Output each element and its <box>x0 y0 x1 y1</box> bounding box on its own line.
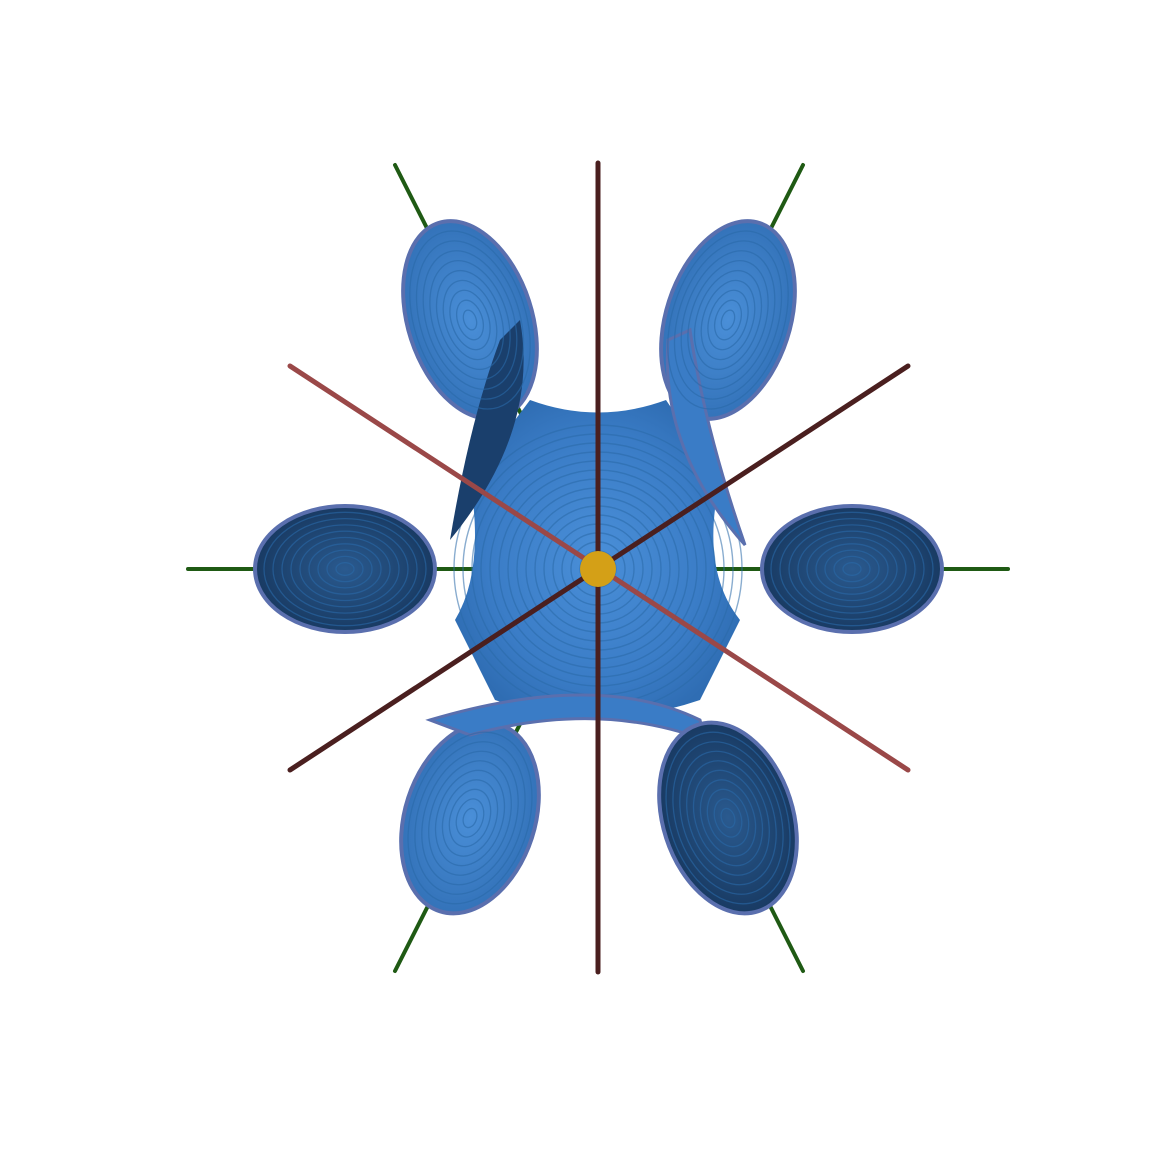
lobe-ring <box>281 524 409 614</box>
lobe-ring <box>842 562 862 576</box>
lobe-ring <box>449 289 491 351</box>
lobe-ring <box>272 517 418 621</box>
lobe-ring <box>263 511 427 627</box>
lobe-ring <box>414 741 526 895</box>
lobe-ring <box>720 309 736 331</box>
lobe-ring <box>706 788 750 848</box>
lobe-ring <box>692 769 764 867</box>
lobe-ring <box>442 279 498 361</box>
center-marker <box>580 551 616 587</box>
lobe-ring <box>687 260 769 380</box>
lobe-ring <box>441 779 499 857</box>
lobe-ring <box>699 779 757 857</box>
lobe-ring <box>335 562 355 576</box>
lobe-ring <box>680 250 776 390</box>
surface-lobes <box>253 219 944 916</box>
lobe-ring <box>788 524 916 614</box>
lobe-ring <box>317 549 373 589</box>
lobe-ring <box>455 299 485 341</box>
lobe-ring <box>428 760 512 876</box>
lobe-ring <box>679 750 777 886</box>
lobe-lower-left <box>399 693 708 916</box>
lobe-ring <box>448 788 492 848</box>
lobe-ring <box>673 240 783 400</box>
lobe-ring <box>290 530 400 608</box>
lobe-ring <box>308 543 382 595</box>
lobe-ring <box>707 289 749 351</box>
lobe-ring <box>824 549 880 589</box>
lobe-lower-right <box>657 720 799 916</box>
lobe-ring <box>415 240 525 400</box>
lobe-ring <box>770 511 934 627</box>
lobe-ring <box>665 731 791 905</box>
lobe-ring <box>779 517 925 621</box>
lobe-ring <box>797 530 907 608</box>
lobe-ring <box>713 798 743 838</box>
lobe-ring <box>299 536 391 602</box>
lobe-ring <box>462 309 478 331</box>
lobe-ring <box>462 807 478 829</box>
lobe-ring <box>429 260 511 380</box>
lobe-ring <box>713 299 743 341</box>
lobe-ring <box>455 798 485 838</box>
lobe-ring <box>407 731 533 905</box>
lobe-ring <box>720 807 736 829</box>
lobe-ring <box>833 555 871 583</box>
lobe-ring <box>672 741 784 895</box>
lobe-upper-right <box>659 219 797 546</box>
lobe-ring <box>686 760 770 876</box>
lobe-ring <box>815 543 889 595</box>
lobe-ring <box>693 269 763 371</box>
lobe-ring <box>434 769 506 867</box>
lobe-ring <box>806 536 898 602</box>
lobe-ring <box>667 230 789 410</box>
lobe-ring <box>409 230 531 410</box>
lobe-ring <box>326 555 364 583</box>
lobe-ring <box>421 750 519 886</box>
lobe-ring <box>422 250 518 390</box>
lobe-ring <box>700 279 756 361</box>
lobe-ring <box>435 269 505 371</box>
